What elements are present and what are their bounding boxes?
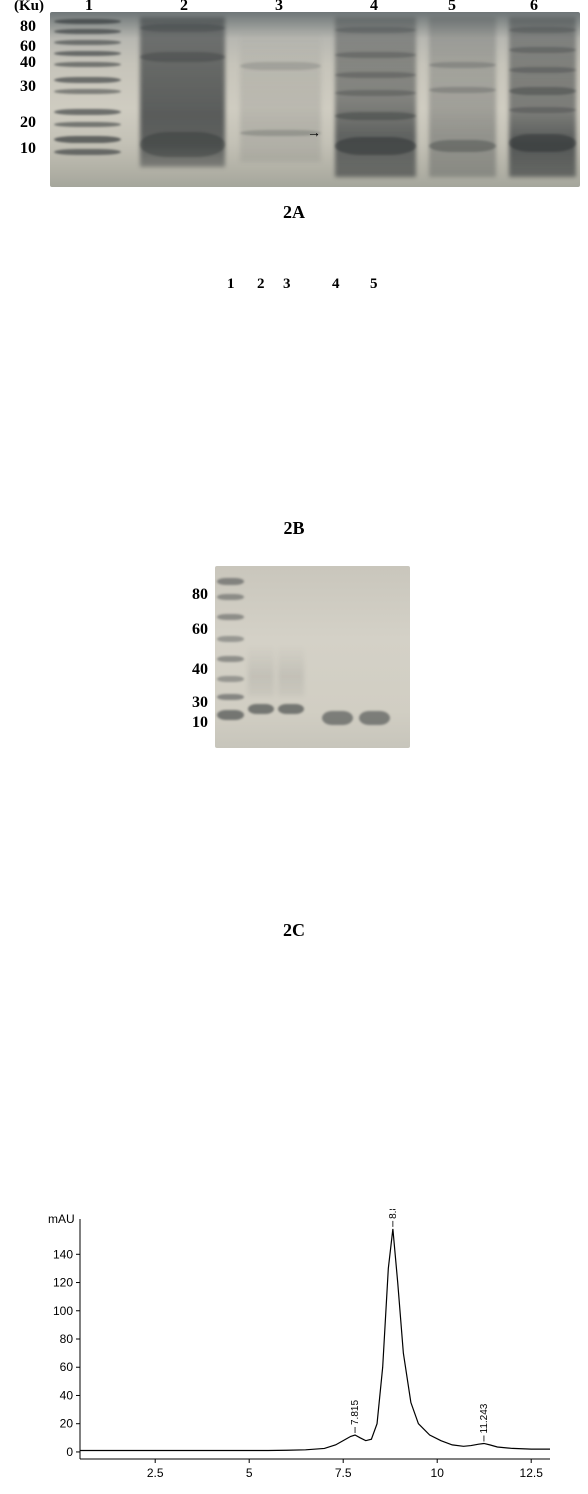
svg-text:100: 100 — [53, 1304, 73, 1318]
gel2A-lane3 — [235, 12, 325, 187]
panel-label-2C: 2C — [0, 920, 588, 941]
panel-2C: 020406080100120140mAU2.557.51012.57.8158… — [0, 595, 588, 955]
lane-label-2A-1: 1 — [85, 0, 93, 15]
lane-label-2A-3: 3 — [275, 0, 283, 15]
svg-text:5: 5 — [246, 1466, 253, 1480]
lane-label-2A-2: 2 — [180, 0, 188, 15]
svg-text:8.821: 8.821 — [388, 1209, 399, 1219]
svg-text:0: 0 — [66, 1445, 73, 1459]
mw-40: 40 — [10, 54, 36, 72]
mw-80: 80 — [10, 18, 36, 36]
svg-text:10: 10 — [431, 1466, 445, 1480]
panel-label-2B: 2B — [0, 518, 588, 539]
arrow-icon: → — [307, 126, 321, 142]
lane-label-2A-6: 6 — [530, 0, 538, 15]
mw-30: 30 — [10, 78, 36, 96]
chromatogram-svg: 0 20 40 60 80 100 120 140 mAU 2.5 5 7.5 10 12.5 7.815 8… — [30, 1209, 560, 1489]
lane-label-2B-1: 1 — [227, 276, 235, 293]
gel-image-2A — [50, 12, 580, 187]
panel-label-2A: 2A — [0, 202, 588, 223]
svg-text:12.5: 12.5 — [520, 1466, 544, 1480]
svg-text:60: 60 — [60, 1360, 74, 1374]
gel2A-lane4 — [330, 12, 420, 187]
lane-label-2B-2: 2 — [257, 276, 265, 293]
gel2A-lane5 — [425, 12, 500, 187]
lane-label-2B-4: 4 — [332, 276, 340, 293]
panel-2A: (Ku) 1 2 3 4 5 6 80 60 40 30 20 10 → 2A — [0, 0, 588, 230]
gel2A-lane6 — [505, 12, 580, 187]
lane-label-2B-3: 3 — [283, 276, 291, 293]
lane-label-2A-5: 5 — [448, 0, 456, 15]
svg-text:80: 80 — [60, 1332, 74, 1346]
svg-text:2.5: 2.5 — [147, 1466, 164, 1480]
gel2A-lane2 — [135, 12, 230, 187]
lane-label-2A-4: 4 — [370, 0, 378, 15]
panel-2B: 1 2 3 4 5 80 60 40 30 10 2B — [0, 268, 588, 548]
svg-text:40: 40 — [60, 1388, 74, 1402]
svg-text:7.815: 7.815 — [350, 1400, 361, 1425]
svg-text:140: 140 — [53, 1247, 73, 1261]
chromatogram-chart: 0 20 40 60 80 100 120 140 mAU 2.5 5 7.5 10 12.5 7.815 8… — [30, 1209, 560, 1489]
mw-unit-label: (Ku) — [4, 0, 44, 15]
mw-20: 20 — [10, 114, 36, 132]
svg-text:20: 20 — [60, 1417, 74, 1431]
gel2A-lane1 — [50, 12, 125, 187]
lane-label-2B-5: 5 — [370, 276, 378, 293]
svg-text:7.5: 7.5 — [335, 1466, 352, 1480]
svg-text:mAU: mAU — [48, 1212, 75, 1226]
mw-10: 10 — [10, 140, 36, 158]
svg-text:11.243: 11.243 — [479, 1403, 490, 1433]
svg-text:120: 120 — [53, 1276, 73, 1290]
